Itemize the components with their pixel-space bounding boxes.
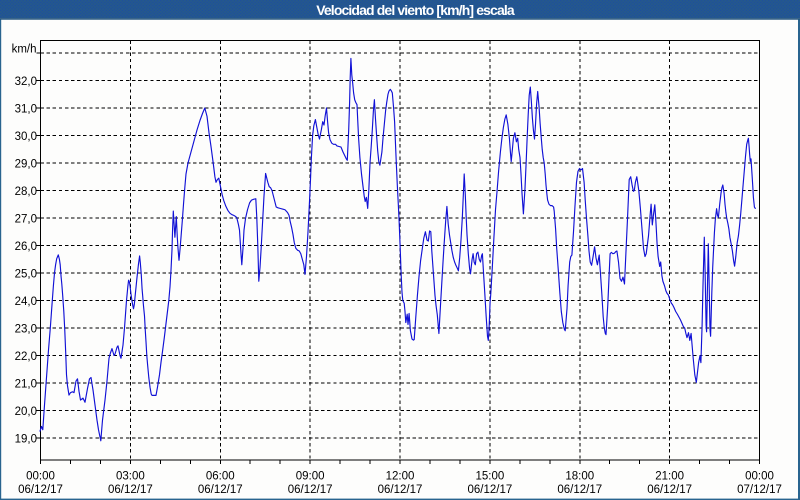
- svg-text:25,0: 25,0: [15, 268, 37, 280]
- svg-text:29,0: 29,0: [15, 158, 37, 170]
- svg-text:31,0: 31,0: [15, 103, 37, 115]
- svg-text:06/12/17: 06/12/17: [108, 484, 153, 496]
- svg-text:21,0: 21,0: [15, 378, 37, 390]
- svg-text:km/h: km/h: [12, 44, 37, 56]
- svg-text:06/12/17: 06/12/17: [557, 484, 602, 496]
- svg-text:21:00: 21:00: [655, 471, 684, 483]
- svg-text:06:00: 06:00: [206, 471, 235, 483]
- svg-text:00:00: 00:00: [26, 471, 55, 483]
- svg-text:06/12/17: 06/12/17: [378, 484, 423, 496]
- svg-text:07/12/17: 07/12/17: [737, 484, 782, 496]
- svg-text:26,0: 26,0: [15, 241, 37, 253]
- svg-text:18:00: 18:00: [565, 471, 594, 483]
- svg-text:30,0: 30,0: [15, 131, 37, 143]
- svg-text:15:00: 15:00: [475, 471, 504, 483]
- svg-text:20,0: 20,0: [15, 406, 37, 418]
- svg-text:32,0: 32,0: [15, 76, 37, 88]
- svg-text:23,0: 23,0: [15, 323, 37, 335]
- svg-text:24,0: 24,0: [15, 296, 37, 308]
- svg-text:06/12/17: 06/12/17: [647, 484, 692, 496]
- svg-text:06/12/17: 06/12/17: [18, 484, 63, 496]
- svg-text:06/12/17: 06/12/17: [467, 484, 512, 496]
- svg-text:06/12/17: 06/12/17: [198, 484, 243, 496]
- svg-text:22,0: 22,0: [15, 351, 37, 363]
- svg-text:28,0: 28,0: [15, 186, 37, 198]
- svg-text:00:00: 00:00: [745, 471, 774, 483]
- svg-text:09:00: 09:00: [296, 471, 325, 483]
- svg-text:19,0: 19,0: [15, 433, 37, 445]
- svg-text:Velocidad del viento [km/h] es: Velocidad del viento [km/h] escala: [316, 2, 515, 18]
- svg-text:12:00: 12:00: [386, 471, 415, 483]
- svg-text:03:00: 03:00: [116, 471, 145, 483]
- svg-text:06/12/17: 06/12/17: [288, 484, 333, 496]
- svg-text:27,0: 27,0: [15, 213, 37, 225]
